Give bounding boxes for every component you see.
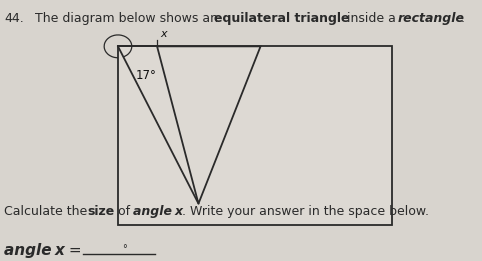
Text: angle: angle: [4, 243, 57, 258]
Text: x: x: [161, 29, 167, 39]
Text: 17°: 17°: [135, 69, 156, 82]
Text: Calculate the: Calculate the: [4, 205, 92, 218]
Text: . Write your answer in the space below.: . Write your answer in the space below.: [182, 205, 429, 218]
Text: 44.: 44.: [4, 12, 24, 25]
Text: inside a: inside a: [343, 12, 400, 25]
Text: size: size: [88, 205, 115, 218]
Text: =: =: [64, 243, 82, 258]
Text: .: .: [461, 12, 465, 25]
Text: of: of: [114, 205, 134, 218]
Text: x: x: [55, 243, 65, 258]
Text: The diagram below shows an: The diagram below shows an: [35, 12, 222, 25]
Text: angle: angle: [133, 205, 176, 218]
Text: rectangle: rectangle: [397, 12, 464, 25]
Text: x: x: [174, 205, 182, 218]
Text: equilateral triangle: equilateral triangle: [214, 12, 349, 25]
Polygon shape: [118, 46, 392, 225]
Text: °: °: [122, 244, 127, 254]
